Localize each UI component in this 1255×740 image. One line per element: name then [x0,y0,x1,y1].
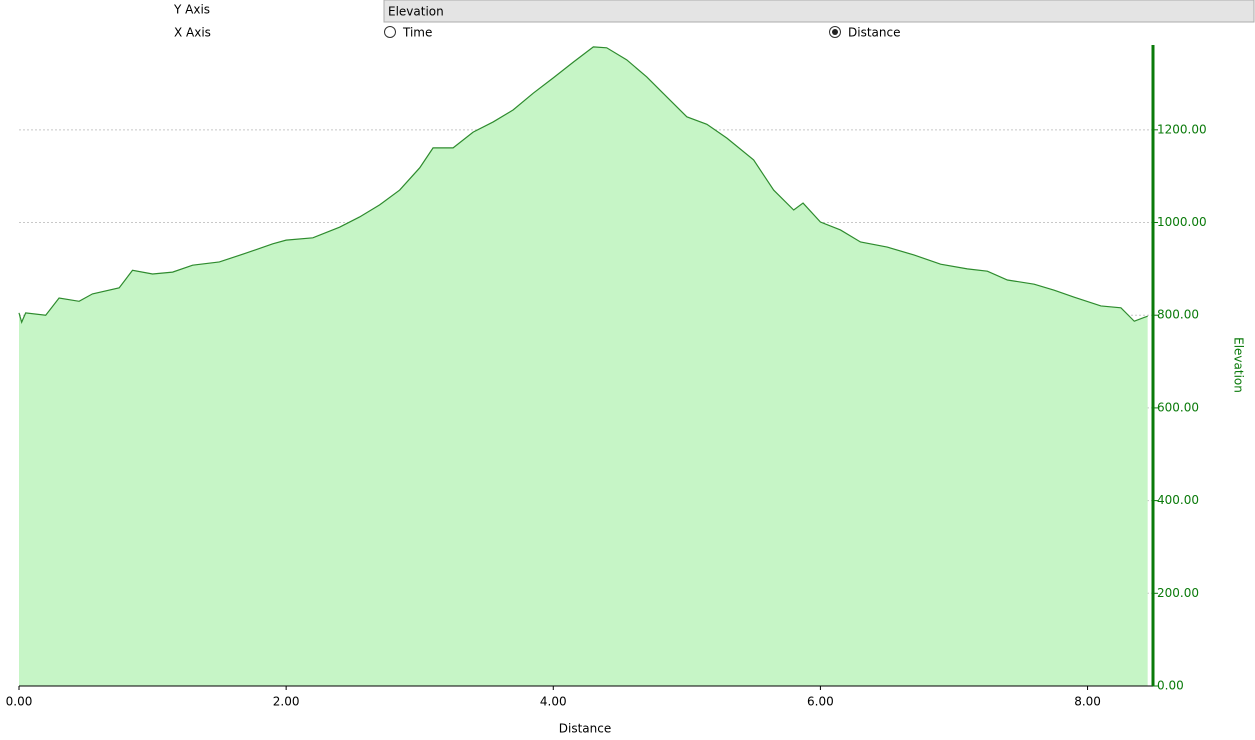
y-tick-label: 600.00 [1157,400,1199,414]
radio-button[interactable] [384,26,396,38]
line [18,46,1148,324]
y-tick-label: 800.00 [1157,308,1199,322]
y-tick-label: 200.00 [1157,586,1199,600]
y-tick-label: 0.00 [1157,679,1184,693]
plot: 0.00 2.00 4.00 6.00 8.00 Distance 0.00 200.00 40… [6,45,1246,736]
x-tick-label: 8.00 [1074,695,1101,709]
y-axis-label: Y Axis [173,3,210,17]
area [19,46,1148,686]
x-tick-label: 2.00 [273,695,300,709]
y-tick-label: 1200.00 [1157,122,1207,136]
radio-dot [832,29,838,35]
radio-label[interactable]: Time [402,26,432,40]
radio-group: Time Distance [384,26,900,40]
x-axis-label: X Axis [174,26,211,40]
y-tick-label: 400.00 [1157,493,1199,507]
y-axis-title: Elevation [1232,337,1246,393]
radio-label[interactable]: Distance [848,26,900,40]
x-tick-label: 0.00 [6,695,33,709]
x-tick-label: 4.00 [540,695,567,709]
y-axis-value[interactable]: Elevation [388,5,444,19]
y-axis-dropdown[interactable] [383,0,1255,23]
y-tick-label: 1000.00 [1157,215,1207,229]
x-axis-title: Distance [559,722,611,736]
x-tick-label: 6.00 [807,695,834,709]
